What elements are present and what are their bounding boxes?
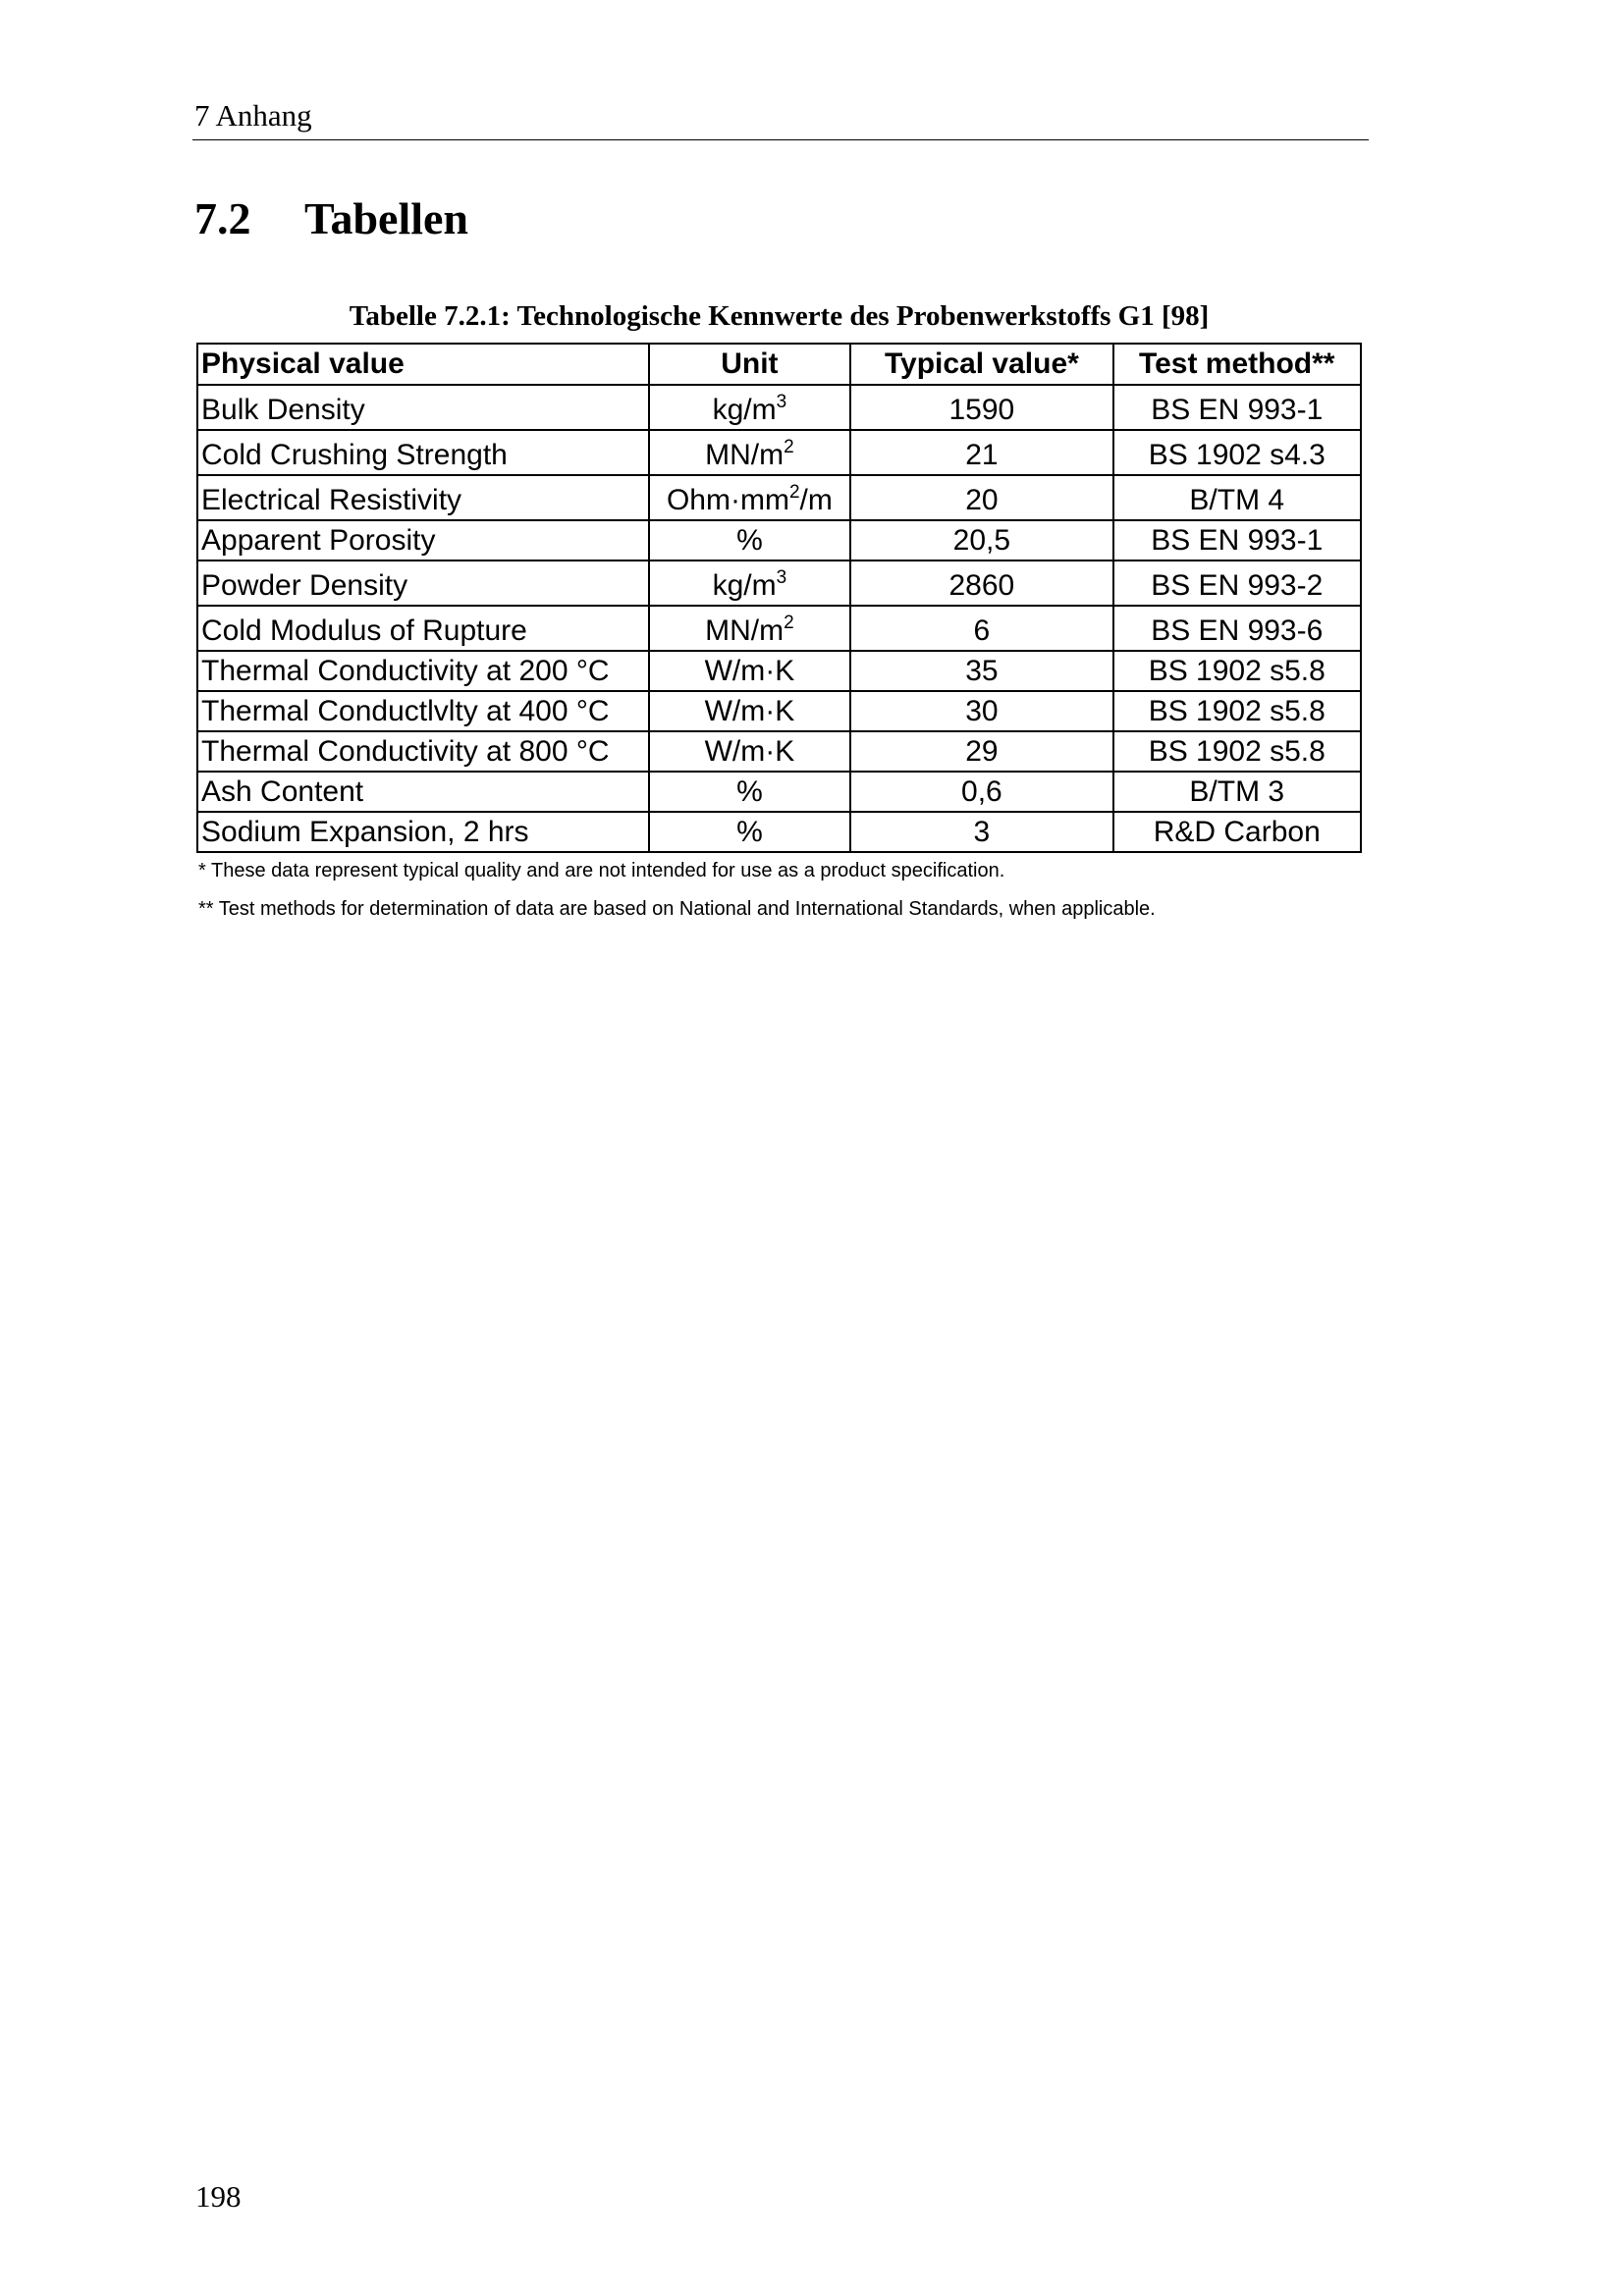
unit-cell: kg/m3 bbox=[647, 560, 852, 607]
unit-text: % bbox=[736, 524, 763, 557]
unit-text: W/m·K bbox=[704, 695, 795, 727]
header-rule bbox=[192, 139, 1369, 140]
unit-suffix: /m bbox=[799, 484, 833, 516]
unit-cell: % bbox=[647, 771, 852, 813]
property-cell: Powder Density bbox=[196, 560, 650, 607]
unit-text: MN/m bbox=[705, 439, 785, 471]
footnote: * These data represent typical quality a… bbox=[198, 860, 1005, 881]
property-cell: Bulk Density bbox=[196, 384, 650, 431]
unit-cell: kg/m3 bbox=[647, 384, 852, 431]
unit-cell: % bbox=[647, 811, 852, 853]
property-cell: Ash Content bbox=[196, 771, 650, 813]
value-cell: 35 bbox=[849, 650, 1114, 692]
section-title: Tabellen bbox=[304, 193, 469, 243]
unit-exponent: 3 bbox=[776, 392, 787, 412]
property-cell: Sodium Expansion, 2 hrs bbox=[196, 811, 650, 853]
section-heading: 7.2 Tabellen bbox=[194, 192, 468, 244]
property-cell: Thermal Conductivity at 200 °C bbox=[196, 650, 650, 692]
table-row: Thermal Conductlvlty at 400 °C W/m·K 30 BS … bbox=[196, 690, 1363, 732]
unit-text: kg/m bbox=[712, 394, 777, 426]
method-cell: BS EN 993-2 bbox=[1111, 560, 1363, 607]
table-row: Bulk Density kg/m3 1590 BS EN 993-1 bbox=[196, 384, 1363, 431]
properties-table: Physical value Unit Typical value* Test … bbox=[196, 343, 1363, 853]
table-row: Powder Density kg/m3 2860 BS EN 993-2 bbox=[196, 560, 1363, 607]
table-row: Cold Modulus of Rupture MN/m2 6 BS EN 993-6 bbox=[196, 605, 1363, 652]
value-cell: 21 bbox=[849, 429, 1114, 476]
page-number: 198 bbox=[195, 2179, 242, 2214]
unit-text: W/m·K bbox=[704, 735, 795, 768]
method-cell: BS 1902 s5.8 bbox=[1111, 650, 1363, 692]
value-cell: 29 bbox=[849, 730, 1114, 773]
method-cell: BS 1902 s4.3 bbox=[1111, 429, 1363, 476]
table-row: Apparent Porosity% 20,5 BS EN 993-1 bbox=[196, 519, 1363, 561]
unit-text: % bbox=[736, 816, 763, 848]
unit-cell: MN/m2 bbox=[647, 429, 852, 476]
method-cell: BS 1902 s5.8 bbox=[1111, 730, 1363, 773]
method-cell: B/TM 3 bbox=[1111, 771, 1363, 813]
value-cell: 20,5 bbox=[849, 519, 1114, 561]
unit-exponent: 3 bbox=[776, 567, 787, 588]
running-head: 7 Anhang bbox=[194, 98, 312, 133]
unit-exponent: 2 bbox=[784, 437, 794, 457]
method-cell: BS 1902 s5.8 bbox=[1111, 690, 1363, 732]
table-row: Sodium Expansion, 2 hrs% 3 R&D Carbon bbox=[196, 811, 1363, 853]
table-row: Ash Content% 0,6 B/TM 3 bbox=[196, 771, 1363, 813]
column-header: Test method** bbox=[1111, 343, 1363, 386]
unit-text: % bbox=[736, 775, 763, 808]
unit-cell: W/m·K bbox=[647, 730, 852, 773]
column-header: Physical value bbox=[196, 343, 650, 386]
method-cell: BS EN 993-6 bbox=[1111, 605, 1363, 652]
unit-cell: % bbox=[647, 519, 852, 561]
table-row: Thermal Conductivity at 200 °C W/m·K 35 BS … bbox=[196, 650, 1363, 692]
unit-exponent: 2 bbox=[784, 613, 794, 633]
unit-cell: MN/m2 bbox=[647, 605, 852, 652]
method-cell: BS EN 993-1 bbox=[1111, 519, 1363, 561]
table-row: Thermal Conductivity at 800 °C W/m·K 29 BS … bbox=[196, 730, 1363, 773]
column-header: Unit bbox=[647, 343, 852, 386]
unit-cell: W/m·K bbox=[647, 650, 852, 692]
unit-cell: W/m·K bbox=[647, 690, 852, 732]
table-caption: Tabelle 7.2.1: Technologische Kennwerte … bbox=[349, 300, 1210, 332]
property-cell: Cold Crushing Strength bbox=[196, 429, 650, 476]
unit-text: kg/m bbox=[712, 569, 777, 602]
property-cell: Electrical Resistivity bbox=[196, 474, 650, 521]
unit-exponent: 2 bbox=[788, 482, 800, 503]
footnote: ** Test methods for determination of dat… bbox=[198, 898, 1156, 920]
table-row: Electrical Resistivity Ohm·mm2/m 20 B/TM 4 bbox=[196, 474, 1363, 521]
property-cell: Apparent Porosity bbox=[196, 519, 650, 561]
value-cell: 1590 bbox=[849, 384, 1114, 431]
property-cell: Thermal Conductivity at 800 °C bbox=[196, 730, 650, 773]
property-cell: Thermal Conductlvlty at 400 °C bbox=[196, 690, 650, 732]
value-cell: 2860 bbox=[849, 560, 1114, 607]
section-number: 7.2 bbox=[194, 193, 251, 243]
unit-cell: Ohm·mm2/m bbox=[647, 474, 852, 521]
value-cell: 20 bbox=[849, 474, 1114, 521]
value-cell: 3 bbox=[849, 811, 1114, 853]
table-row: Cold Crushing Strength MN/m2 21 BS 1902 s4.… bbox=[196, 429, 1363, 476]
method-cell: B/TM 4 bbox=[1111, 474, 1363, 521]
value-cell: 6 bbox=[849, 605, 1114, 652]
value-cell: 30 bbox=[849, 690, 1114, 732]
property-cell: Cold Modulus of Rupture bbox=[196, 605, 650, 652]
unit-text: Ohm·mm bbox=[666, 484, 789, 516]
table-header-row: Physical value Unit Typical value* Test … bbox=[196, 343, 1363, 386]
unit-text: MN/m bbox=[705, 614, 785, 647]
unit-text: W/m·K bbox=[704, 655, 795, 687]
value-cell: 0,6 bbox=[849, 771, 1114, 813]
method-cell: R&D Carbon bbox=[1111, 811, 1363, 853]
method-cell: BS EN 993-1 bbox=[1111, 384, 1363, 431]
column-header: Typical value* bbox=[849, 343, 1114, 386]
